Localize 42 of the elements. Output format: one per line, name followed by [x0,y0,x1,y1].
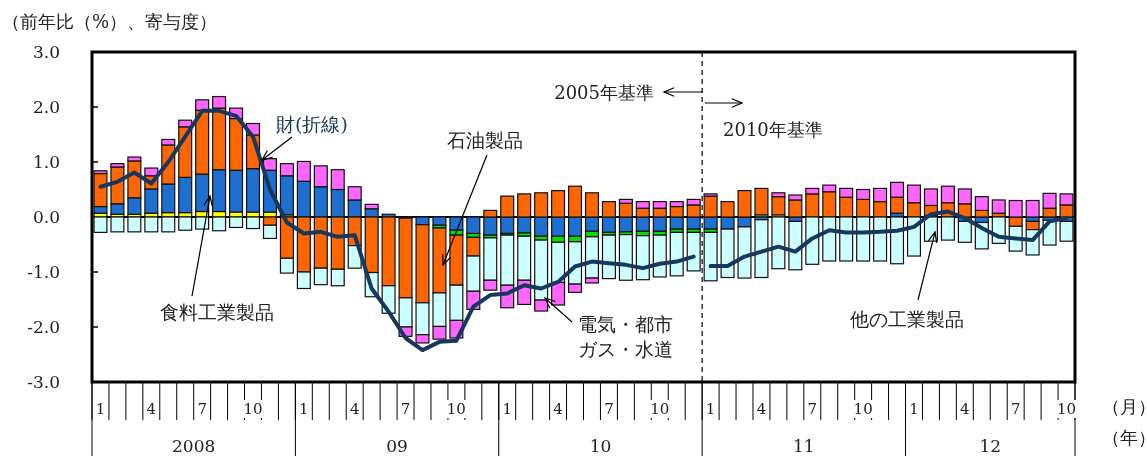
annotation: 2010年基準 [723,119,823,140]
x-tick-label: 10 [853,400,873,418]
x-tick-label: 10 [1056,400,1077,418]
x-axis-title: （月） [1102,396,1147,417]
y-tick-label: 3.0 [32,42,60,62]
text: 11 [793,436,815,456]
x-tick-label: 1 [299,400,309,418]
x-tick-label: 4 [553,400,563,418]
text: 09 [386,436,408,456]
y-tick-label: -2.0 [27,317,60,337]
x-tick-label: 1 [909,400,919,418]
text: 12 [979,436,1002,456]
series-label: 電気・都市ガス・水道 [578,312,674,362]
annotation: 2005年基準 [554,82,654,103]
x-tick-label: 7 [197,400,207,418]
x-tick-label: 7 [1010,400,1021,418]
y-tick-label: 2.0 [32,97,60,117]
x-tick-label: 4 [756,400,767,418]
x-tick-label: 4 [960,400,970,418]
text: 他の工業製品 [850,307,965,332]
x-tick-label: 7 [400,400,411,418]
text: 10 [589,436,612,456]
x-tick-label: 10 [650,400,670,418]
y-axis-title: （前年比（%）、寄与度） [2,11,218,32]
x-tick-label: 1 [705,400,716,418]
series-label: 財(折線) [276,112,349,137]
text: 石油製品 [447,128,524,153]
text: （年） [1102,427,1147,448]
y-tick-label: 1.0 [32,152,60,172]
y-tick-label: -1.0 [27,262,60,282]
x-tick-label: 7 [604,400,614,418]
y-tick-label: 0.0 [32,207,60,227]
x-tick-label: 4 [146,400,157,418]
x-tick-label: 1 [502,400,513,418]
x-tick-label: 1 [95,400,106,418]
x-tick-label: 7 [807,400,818,418]
y-tick-label: -3.0 [27,372,60,392]
text: 2008 [172,436,216,456]
x-tick-label: 4 [349,400,360,418]
x-tick-label: 10 [243,400,263,418]
text: 食料工業製品 [160,300,275,325]
x-tick-label: 10 [446,400,466,418]
